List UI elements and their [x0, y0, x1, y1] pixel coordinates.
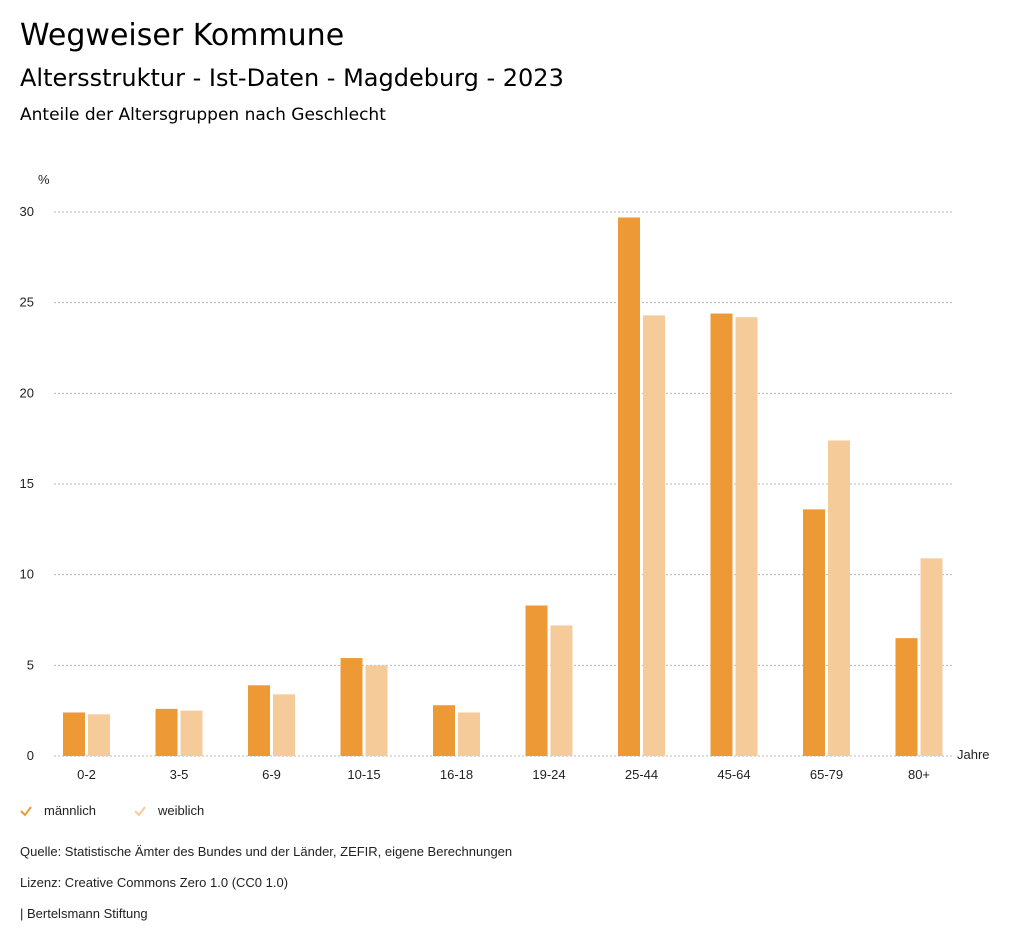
- bar-chart: 0 5 10 15 20 25 30 0-2 3-5 6-9 10-15 16-18 19-24 25-…: [20, 172, 990, 782]
- bar-weiblich-45-64[interactable]: [735, 317, 758, 756]
- chart-description: Anteile der Altersgruppen nach Geschlech…: [20, 105, 386, 125]
- bar-maennlich-45-64[interactable]: [710, 313, 733, 756]
- bar-maennlich-16-18[interactable]: [433, 705, 455, 756]
- legend: männlich weiblich: [20, 803, 204, 818]
- source-note: Quelle: Statistische Ämter des Bundes un…: [20, 844, 513, 859]
- legend-label: weiblich: [158, 803, 205, 818]
- legend-item-maennlich[interactable]: männlich: [20, 803, 96, 818]
- bar-maennlich-10-15[interactable]: [340, 658, 363, 756]
- x-tick-label: 80+: [908, 767, 930, 782]
- bar-weiblich-25-44[interactable]: [643, 315, 665, 756]
- x-tick-label: 65-79: [810, 767, 843, 782]
- x-tick-label: 0-2: [77, 767, 96, 782]
- legend-label: männlich: [44, 803, 97, 818]
- x-tick-label: 25-44: [625, 767, 658, 782]
- bar-weiblich-6-9[interactable]: [273, 694, 295, 756]
- bar-weiblich-0-2[interactable]: [88, 714, 110, 756]
- license-note: Lizenz: Creative Commons Zero 1.0 (CC0 1…: [20, 875, 289, 890]
- bar-maennlich-6-9[interactable]: [248, 685, 270, 756]
- x-axis-ticks: 0-2 3-5 6-9 10-15 16-18 19-24 25-44 45-64 65-79 8…: [77, 767, 930, 782]
- bar-weiblich-16-18[interactable]: [458, 712, 480, 756]
- bar-maennlich-65-79[interactable]: [803, 509, 825, 756]
- x-tick-label: 45-64: [717, 767, 750, 782]
- y-axis-ticks: 0 5 10 15 20 25 30: [20, 204, 34, 763]
- y-tick-label: 5: [27, 657, 34, 672]
- x-tick-label: 19-24: [532, 767, 565, 782]
- y-tick-label: 0: [27, 748, 34, 763]
- bars: [63, 217, 943, 756]
- y-tick-label: 30: [20, 204, 34, 219]
- bar-weiblich-80+[interactable]: [920, 558, 943, 756]
- y-tick-label: 10: [20, 567, 34, 582]
- y-tick-label: 20: [20, 385, 34, 400]
- gridlines: [54, 211, 952, 757]
- x-tick-label: 16-18: [440, 767, 473, 782]
- bar-weiblich-19-24[interactable]: [550, 625, 573, 756]
- x-tick-label: 10-15: [347, 767, 380, 782]
- x-tick-label: 3-5: [170, 767, 189, 782]
- bar-maennlich-0-2[interactable]: [63, 712, 85, 756]
- credit-note: | Bertelsmann Stiftung: [20, 906, 148, 921]
- y-tick-label: 15: [20, 476, 34, 491]
- bar-weiblich-65-79[interactable]: [828, 440, 850, 756]
- page-title: Wegweiser Kommune: [20, 18, 345, 53]
- bar-weiblich-10-15[interactable]: [365, 665, 388, 756]
- bar-maennlich-25-44[interactable]: [618, 217, 640, 756]
- chart-subtitle: Altersstruktur - Ist-Daten - Magdeburg -…: [20, 64, 564, 92]
- y-axis-label: %: [38, 172, 50, 187]
- legend-item-weiblich[interactable]: weiblich: [134, 803, 204, 818]
- bar-weiblich-3-5[interactable]: [180, 710, 203, 756]
- bar-maennlich-19-24[interactable]: [525, 605, 548, 756]
- x-tick-label: 6-9: [262, 767, 281, 782]
- check-icon: [134, 805, 146, 817]
- x-axis-label: Jahre: [957, 747, 990, 762]
- bar-maennlich-3-5[interactable]: [155, 708, 178, 756]
- y-tick-label: 25: [20, 295, 34, 310]
- check-icon: [20, 805, 32, 817]
- bar-maennlich-80+[interactable]: [895, 638, 918, 756]
